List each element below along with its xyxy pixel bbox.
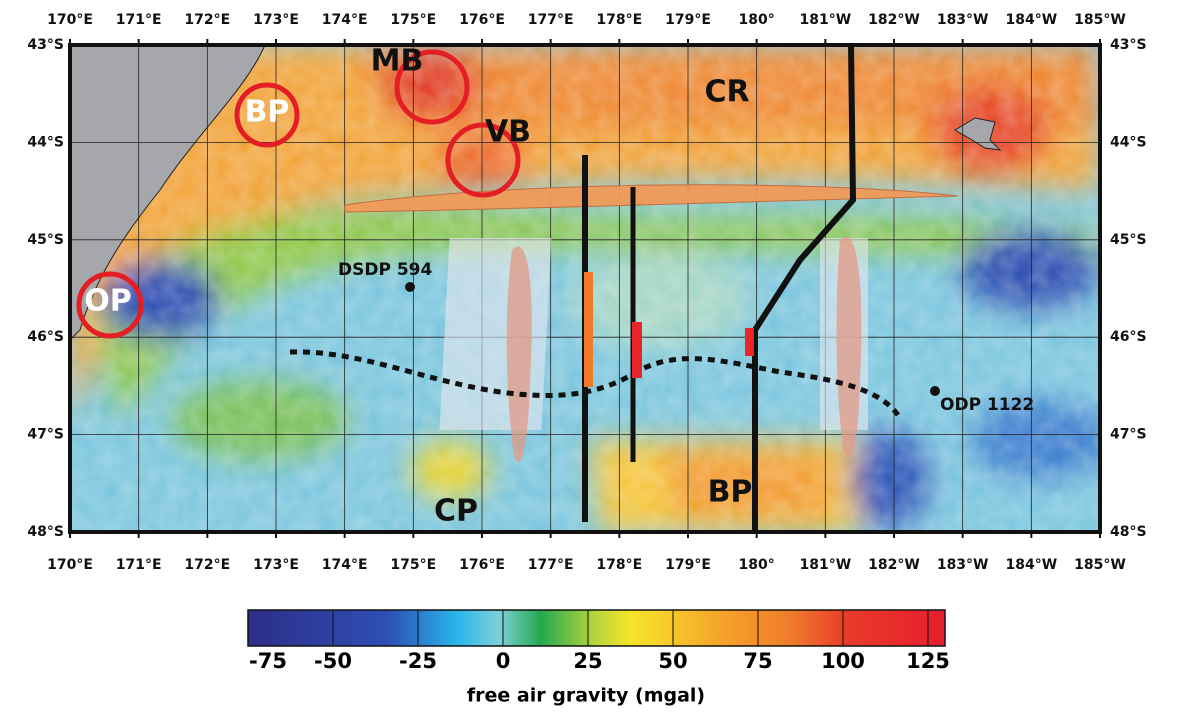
lat-label-right: 48°S	[1110, 524, 1147, 540]
lon-label-top: 175°E	[390, 12, 436, 28]
colorbar-tick-label: 50	[658, 649, 687, 673]
lat-label-left: 48°S	[27, 524, 64, 540]
lon-label-bottom: 179°E	[665, 557, 711, 573]
lon-label-top: 174°E	[322, 12, 368, 28]
lon-label-bottom: 175°E	[390, 557, 436, 573]
lon-label-bottom: 172°E	[184, 557, 230, 573]
lon-label-top: 179°E	[665, 12, 711, 28]
lat-label-right: 45°S	[1110, 232, 1147, 248]
lon-label-bottom: 173°E	[253, 557, 299, 573]
colorbar-tick-label: 100	[821, 649, 865, 673]
lat-label-left: 44°S	[27, 134, 64, 150]
colorbar	[248, 610, 945, 646]
lon-label-top: 171°E	[116, 12, 162, 28]
colorbar-tick-label: -50	[314, 649, 352, 673]
colorbar-tick-label: 125	[906, 649, 950, 673]
lon-label-bottom: 182°W	[868, 557, 920, 573]
lat-label-left: 47°S	[27, 427, 64, 443]
label-mb: MB	[371, 44, 424, 79]
label-cr: CR	[704, 75, 749, 110]
label-bp-north: BP	[245, 95, 290, 130]
lat-label-right: 44°S	[1110, 134, 1147, 150]
lon-label-bottom: 180°	[739, 557, 775, 573]
lat-label-right: 46°S	[1110, 329, 1147, 345]
label-vb: VB	[485, 115, 531, 150]
lon-label-top: 173°E	[253, 12, 299, 28]
lon-label-top: 170°E	[47, 12, 93, 28]
lon-label-bottom: 170°E	[47, 557, 93, 573]
lon-label-top: 172°E	[184, 12, 230, 28]
lon-label-top: 185°W	[1074, 12, 1126, 28]
lon-label-top: 180°	[739, 12, 775, 28]
label-odp: ODP 1122	[940, 395, 1034, 415]
lat-label-left: 43°S	[27, 37, 64, 53]
lon-label-bottom: 174°E	[322, 557, 368, 573]
lat-label-right: 47°S	[1110, 427, 1147, 443]
label-op: OP	[84, 284, 132, 319]
lon-label-top: 182°W	[868, 12, 920, 28]
lon-label-top: 183°W	[937, 12, 989, 28]
page: MB BP VB CR OP CP BP DSDP 594 ODP 1122 f…	[0, 0, 1177, 713]
lon-label-bottom: 176°E	[459, 557, 505, 573]
lat-label-left: 45°S	[27, 232, 64, 248]
lon-label-bottom: 178°E	[596, 557, 642, 573]
lon-label-top: 184°W	[1005, 12, 1057, 28]
lon-label-top: 177°E	[528, 12, 574, 28]
colorbar-tick-label: -75	[249, 649, 287, 673]
lon-label-bottom: 185°W	[1074, 557, 1126, 573]
lon-label-bottom: 177°E	[528, 557, 574, 573]
lon-label-bottom: 171°E	[116, 557, 162, 573]
lat-label-right: 43°S	[1110, 37, 1147, 53]
colorbar-tick-label: -25	[399, 649, 437, 673]
colorbar-tick-label: 0	[496, 649, 511, 673]
lon-label-top: 181°W	[799, 12, 851, 28]
label-bp-south: BP	[708, 475, 753, 510]
lon-label-bottom: 181°W	[799, 557, 851, 573]
lat-label-left: 46°S	[27, 329, 64, 345]
lon-label-top: 176°E	[459, 12, 505, 28]
colorbar-tick-label: 75	[743, 649, 772, 673]
label-cp: CP	[434, 494, 478, 529]
lon-label-bottom: 184°W	[1005, 557, 1057, 573]
label-dsdp: DSDP 594	[338, 260, 433, 280]
colorbar-title: free air gravity (mgal)	[467, 685, 705, 707]
lon-label-bottom: 183°W	[937, 557, 989, 573]
colorbar-tick-label: 25	[573, 649, 602, 673]
lon-label-top: 178°E	[596, 12, 642, 28]
